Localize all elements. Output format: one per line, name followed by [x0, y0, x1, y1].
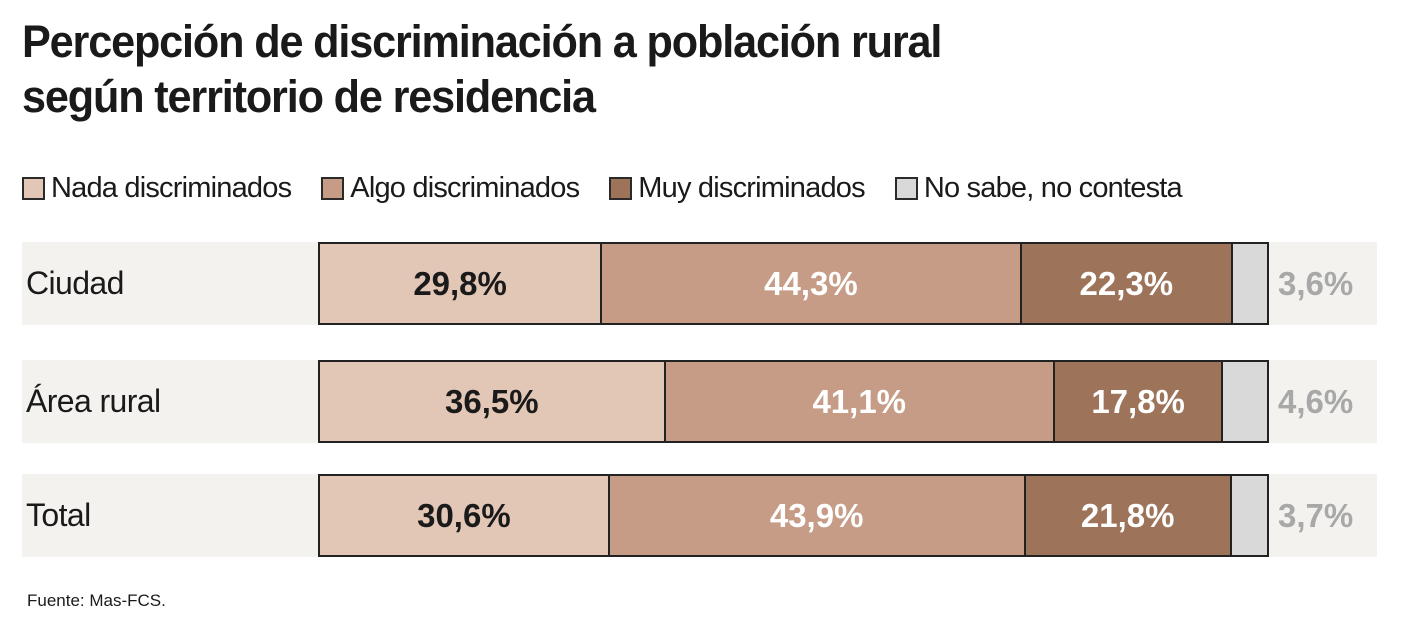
legend-label: Algo discriminados — [350, 171, 580, 204]
legend-label: Muy discriminados — [638, 171, 865, 204]
category-label: Total — [26, 497, 91, 533]
bar-segment — [1223, 362, 1267, 441]
data-label-outside: 4,6% — [1278, 383, 1354, 420]
data-label: 22,3% — [1079, 264, 1174, 302]
legend-swatch — [894, 176, 918, 200]
bar-segment — [1232, 244, 1267, 323]
chart-row: Área rural 36,5% 41,1% 17,8% 4,6% — [22, 360, 1377, 443]
bar-segment: 17,8% — [1054, 362, 1224, 441]
stacked-bar: 30,6% 43,9% 21,8% — [318, 474, 1269, 557]
legend-swatch — [321, 176, 345, 200]
data-label-outside: 3,6% — [1278, 265, 1354, 302]
category-label: Área rural — [26, 383, 161, 419]
bar-segment: 30,6% — [320, 476, 610, 555]
bar-segment: 21,8% — [1025, 476, 1232, 555]
legend-item: Nada discriminados — [22, 171, 292, 205]
chart-row: Total 30,6% 43,9% 21,8% 3,7% — [22, 474, 1377, 557]
data-label: 41,1% — [812, 382, 907, 420]
bar-segment: 36,5% — [320, 362, 666, 441]
stacked-bar: 36,5% 41,1% 17,8% — [318, 360, 1269, 443]
bar-segment: 43,9% — [609, 476, 1026, 555]
legend-label: No sabe, no contesta — [923, 171, 1183, 204]
bar-segment — [1231, 476, 1267, 555]
stacked-bar: 29,8% 44,3% 22,3% — [318, 242, 1269, 325]
source-note: Fuente: Mas-FCS. — [27, 591, 166, 610]
data-label: 44,3% — [764, 264, 858, 302]
legend: Nada discriminados Algo discriminados Muy … — [22, 170, 1212, 206]
bar-segment: 22,3% — [1021, 244, 1233, 323]
legend-label: Nada discriminados — [51, 171, 292, 204]
data-label: 30,6% — [417, 496, 511, 534]
data-label: 17,8% — [1091, 382, 1185, 420]
data-label: 43,9% — [769, 496, 864, 534]
legend-item: No sabe, no contesta — [894, 171, 1183, 205]
legend-swatch — [609, 176, 633, 200]
legend-item: Algo discriminados — [321, 171, 580, 205]
data-label: 36,5% — [445, 382, 539, 420]
legend-item: Muy discriminados — [609, 171, 866, 205]
bar-segment: 29,8% — [320, 244, 603, 323]
chart-title: Percepción de discriminación a población… — [22, 14, 942, 124]
legend-swatch — [22, 176, 45, 200]
category-label: Ciudad — [26, 265, 124, 301]
bar-segment: 44,3% — [602, 244, 1022, 323]
chart-title-line-2: según territorio de residencia — [22, 71, 596, 122]
data-label-outside: 3,7% — [1278, 497, 1354, 534]
data-label: 21,8% — [1080, 496, 1175, 534]
bar-segment: 41,1% — [665, 362, 1055, 441]
chart-title-line-1: Percepción de discriminación a población… — [22, 16, 942, 67]
chart-row: Ciudad 29,8% 44,3% 22,3% 3,6% — [22, 242, 1377, 325]
data-label: 29,8% — [413, 264, 507, 302]
